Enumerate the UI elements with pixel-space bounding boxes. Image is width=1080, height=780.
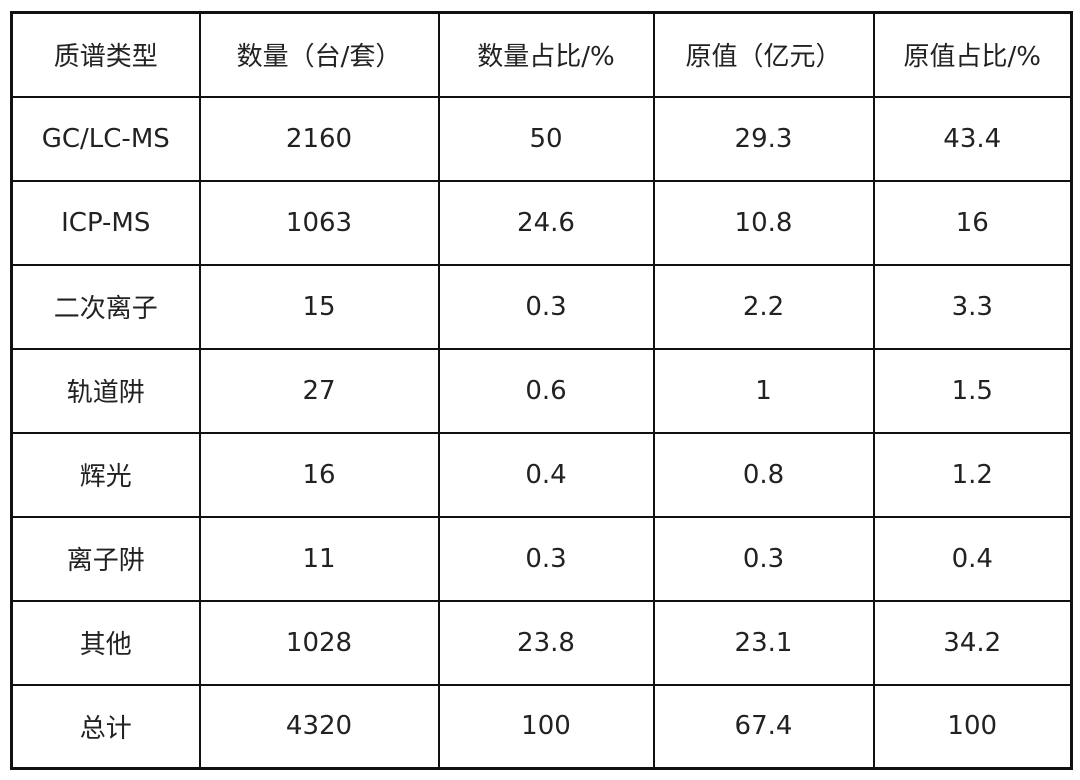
table-cell: 轨道阱 xyxy=(10,347,201,434)
table-cell: 二次离子 xyxy=(10,263,201,350)
table-cell: 离子阱 xyxy=(10,515,201,602)
table-cell: 67.4 xyxy=(652,683,875,770)
table-row: 其他 1028 23.8 23.1 34.2 xyxy=(10,599,1073,686)
table-cell: 0.8 xyxy=(652,431,875,518)
table-cell: GC/LC-MS xyxy=(10,95,201,182)
header-row: 质谱类型 数量（台/套） 数量占比/% 原值（亿元） 原值占比/% xyxy=(10,11,1073,98)
column-header: 数量占比/% xyxy=(437,11,655,98)
table-row: 轨道阱 27 0.6 1 1.5 xyxy=(10,347,1073,434)
table-row: 总计 4320 100 67.4 100 xyxy=(10,683,1073,770)
table-cell: 其他 xyxy=(10,599,201,686)
table-cell: ICP-MS xyxy=(10,179,201,266)
table-cell: 27 xyxy=(198,347,440,434)
table-cell: 4320 xyxy=(198,683,440,770)
column-header: 原值占比/% xyxy=(872,11,1073,98)
table-cell: 2.2 xyxy=(652,263,875,350)
column-header: 原值（亿元） xyxy=(652,11,875,98)
table-cell: 0.4 xyxy=(872,515,1073,602)
table-cell: 0.4 xyxy=(437,431,655,518)
table-cell: 1 xyxy=(652,347,875,434)
table-cell: 23.1 xyxy=(652,599,875,686)
table-cell: 15 xyxy=(198,263,440,350)
table-row: ICP-MS 1063 24.6 10.8 16 xyxy=(10,179,1073,266)
column-header: 质谱类型 xyxy=(10,11,201,98)
table-cell: 100 xyxy=(437,683,655,770)
table-cell: 23.8 xyxy=(437,599,655,686)
table-row: GC/LC-MS 2160 50 29.3 43.4 xyxy=(10,95,1073,182)
table-cell: 0.3 xyxy=(437,515,655,602)
table-cell: 100 xyxy=(872,683,1073,770)
table-row: 辉光 16 0.4 0.8 1.2 xyxy=(10,431,1073,518)
table-cell: 1.2 xyxy=(872,431,1073,518)
table-row: 离子阱 11 0.3 0.3 0.4 xyxy=(10,515,1073,602)
table-cell: 1028 xyxy=(198,599,440,686)
table-cell: 43.4 xyxy=(872,95,1073,182)
table-cell: 10.8 xyxy=(652,179,875,266)
table-cell: 16 xyxy=(198,431,440,518)
mass-spec-table: 质谱类型 数量（台/套） 数量占比/% 原值（亿元） 原值占比/% GC/LC-MS 21… xyxy=(10,11,1073,770)
table-cell: 0.3 xyxy=(652,515,875,602)
table-cell: 3.3 xyxy=(872,263,1073,350)
table-cell: 11 xyxy=(198,515,440,602)
table-cell: 1.5 xyxy=(872,347,1073,434)
column-header: 数量（台/套） xyxy=(198,11,440,98)
table-cell: 50 xyxy=(437,95,655,182)
table-cell: 16 xyxy=(872,179,1073,266)
table-cell: 2160 xyxy=(198,95,440,182)
table-cell: 辉光 xyxy=(10,431,201,518)
table-cell: 29.3 xyxy=(652,95,875,182)
table-cell: 0.6 xyxy=(437,347,655,434)
table-cell: 34.2 xyxy=(872,599,1073,686)
table-row: 二次离子 15 0.3 2.2 3.3 xyxy=(10,263,1073,350)
table-cell: 0.3 xyxy=(437,263,655,350)
table-cell: 24.6 xyxy=(437,179,655,266)
table-cell: 1063 xyxy=(198,179,440,266)
table-cell: 总计 xyxy=(10,683,201,770)
